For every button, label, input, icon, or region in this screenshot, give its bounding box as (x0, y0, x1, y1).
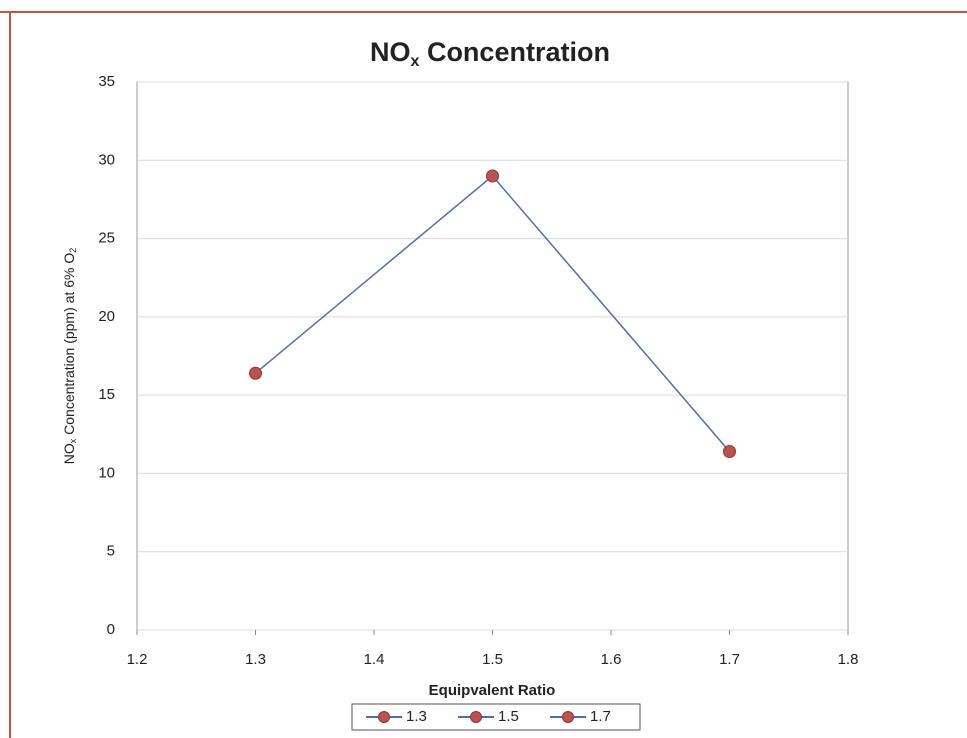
x-tick-label: 1.5 (482, 651, 503, 668)
line (256, 176, 730, 452)
marker (487, 170, 499, 182)
legend-label: 1.3 (406, 708, 427, 725)
x-tick-label: 1.3 (245, 651, 266, 668)
chart-title: NOx Concentration (370, 37, 610, 70)
x-tick-label: 1.4 (364, 651, 385, 668)
marker (250, 367, 262, 379)
y-axis-title: NOx Concentration (ppm) at 6% O2 (61, 248, 79, 465)
y-tick-label: 30 (98, 151, 115, 168)
y-tick-label: 25 (98, 230, 115, 247)
legend-label: 1.5 (498, 708, 519, 725)
x-tick-label: 1.7 (719, 651, 740, 668)
legend-label: 1.7 (590, 708, 611, 725)
legend-marker (379, 712, 390, 723)
legend-marker (563, 712, 574, 723)
x-tick-label: 1.2 (127, 651, 148, 668)
x-tick-label: 1.6 (601, 651, 622, 668)
y-tick-label: 15 (98, 386, 115, 403)
y-tick-label: 0 (107, 621, 115, 638)
legend-marker (471, 712, 482, 723)
x-tick-label: 1.8 (838, 651, 859, 668)
marker (724, 446, 736, 458)
y-tick-label: 35 (98, 73, 115, 90)
y-tick-label: 20 (98, 308, 115, 325)
chart: NOx Concentration NOx Concentration (ppm… (0, 0, 967, 738)
x-axis-title: Equipvalent Ratio (429, 682, 556, 699)
y-tick-label: 10 (98, 464, 115, 481)
plot-area (137, 82, 848, 630)
y-tick-label: 5 (107, 543, 115, 560)
